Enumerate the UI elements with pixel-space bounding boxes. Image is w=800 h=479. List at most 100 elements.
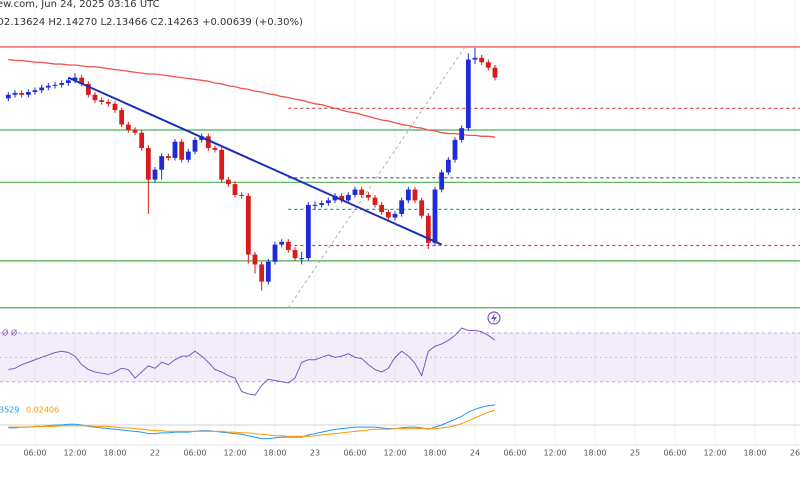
candle-body [352,189,358,195]
candle-body [332,195,338,201]
candle-body [205,136,211,149]
candle-body [212,148,218,150]
candle-body [219,149,225,180]
candle-body [492,67,498,78]
candle-body [399,200,405,214]
candle-body [65,80,71,84]
candle-body [152,169,158,180]
candle-body [425,215,431,243]
x-tick-label: 18:00 [423,449,446,458]
candle-body [379,204,385,213]
projection-line [288,46,466,309]
candle-body [132,129,138,133]
candle-body [172,141,178,158]
candle-body [299,258,305,260]
x-tick-label: 22 [150,449,160,458]
candle-body [365,194,371,198]
candle-body [32,90,38,93]
x-tick-label: 23 [310,449,320,458]
candle-body [25,92,31,95]
rsi-label: Ø Ø [2,328,17,338]
candle-body [192,139,198,152]
candle-body [259,264,265,282]
macd-line [8,404,496,440]
chart-title: ew.com, Jun 24, 2025 03:16 UTC [0,0,160,10]
candle-body [439,172,445,190]
candle-body [52,84,58,86]
rsi-pane [0,327,800,396]
macd-line [8,409,496,437]
candle-body [165,156,171,158]
candle-body [159,156,165,170]
ohlc-readout: O2.13624 H2.14270 L2.13466 C2.14263 +0.0… [0,17,303,28]
rsi-line [8,327,496,396]
candle-body [105,101,111,104]
x-tick-label: 18:00 [743,449,766,458]
candle-body [452,139,458,160]
candle-body [445,159,451,173]
candle-body [119,110,125,125]
candle-body [72,77,78,81]
candle-body [325,200,331,204]
candle-body [392,213,398,218]
x-tick-label: 12:00 [223,449,246,458]
x-tick-label: 24 [470,449,480,458]
candle-body [359,189,365,195]
candle-body [185,151,191,160]
x-tick-label: 06:00 [503,449,526,458]
candle-body [79,77,85,84]
x-tick-label: 12:00 [703,449,726,458]
candle-body [265,261,271,282]
candle-body [485,62,491,68]
candle-body [92,94,98,101]
candle-body [139,132,145,149]
candle-body [272,244,278,262]
grid [34,0,796,445]
moving-average [8,58,496,138]
x-tick-label: 25 [630,449,640,458]
candle-body [305,204,311,259]
macd-pane [0,404,800,440]
candle-body [432,189,438,243]
candle-body [112,103,118,111]
x-axis: 06:00 12:00 18:00 22 06:00 12:00 18:00 23 06:00 1… [23,449,800,458]
candle-body [465,59,471,129]
x-tick-label: 12:00 [543,449,566,458]
x-tick-label: 06:00 [23,449,46,458]
x-tick-label: 06:00 [183,449,206,458]
candle-body [252,254,258,265]
x-tick-label: 12:00 [383,449,406,458]
candle-body [459,128,465,140]
candle-body [285,241,291,251]
x-tick-label: 18:00 [583,449,606,458]
candle-body [19,92,25,95]
candle-body [279,241,285,245]
x-tick-label: 18:00 [103,449,126,458]
candle-body [239,194,245,196]
indicator-icon-glyph [491,313,497,323]
candle-body [99,100,105,102]
candle-body [179,141,185,160]
candle-body [85,83,91,95]
candle-body [385,212,391,218]
candle-body [125,124,131,130]
candle-body [59,83,65,85]
candle-body [312,204,318,206]
candle-body [45,85,51,88]
candle-body [145,148,151,180]
macd-label: 3529 [0,406,19,415]
candle-body [339,195,345,201]
candle-body [412,189,418,201]
x-tick-label: 12:00 [63,449,86,458]
candle-body [39,87,45,91]
price-pane [0,46,800,309]
candle-body [405,189,411,201]
candle-body [292,250,298,259]
candle-body [12,92,18,95]
trend-line [67,76,443,246]
candle-body [319,203,325,205]
candle-body [372,197,378,205]
